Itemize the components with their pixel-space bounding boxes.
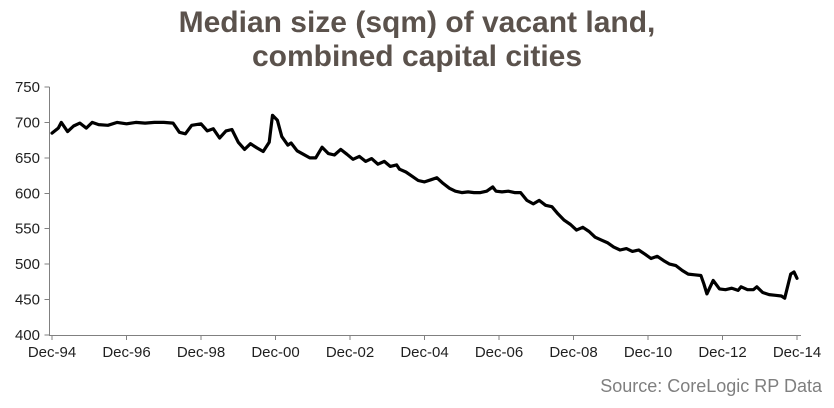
y-tick-label: 400 bbox=[15, 327, 40, 344]
x-tick-label: Dec-00 bbox=[251, 344, 299, 361]
data-series-line bbox=[50, 113, 799, 300]
chart-title-line1: Median size (sqm) of vacant land, bbox=[178, 6, 656, 39]
x-tick-label: Dec-12 bbox=[698, 344, 746, 361]
x-tick-label: Dec-08 bbox=[549, 344, 597, 361]
y-tick-label: 500 bbox=[15, 256, 40, 273]
y-tick-label: 600 bbox=[15, 185, 40, 202]
source-note: Source: CoreLogic RP Data bbox=[600, 376, 822, 396]
x-tick-label: Dec-94 bbox=[28, 344, 76, 361]
x-tick-label: Dec-04 bbox=[400, 344, 448, 361]
y-tick-label: 700 bbox=[15, 114, 40, 131]
y-tick-label: 550 bbox=[15, 221, 40, 238]
chart-title-line2: combined capital cities bbox=[251, 40, 583, 73]
x-tick-label: Dec-06 bbox=[475, 344, 523, 361]
chart-title: Median size (sqm) of vacant land, combin… bbox=[0, 6, 834, 74]
x-tick-label: Dec-98 bbox=[177, 344, 225, 361]
x-tick-label: Dec-14 bbox=[773, 344, 821, 361]
x-tick-label: Dec-02 bbox=[326, 344, 374, 361]
x-tick-label: Dec-10 bbox=[624, 344, 672, 361]
y-tick-label: 650 bbox=[15, 150, 40, 167]
y-tick-label: 450 bbox=[15, 292, 40, 309]
x-tick-label: Dec-96 bbox=[102, 344, 150, 361]
y-tick-label: 750 bbox=[15, 79, 40, 96]
